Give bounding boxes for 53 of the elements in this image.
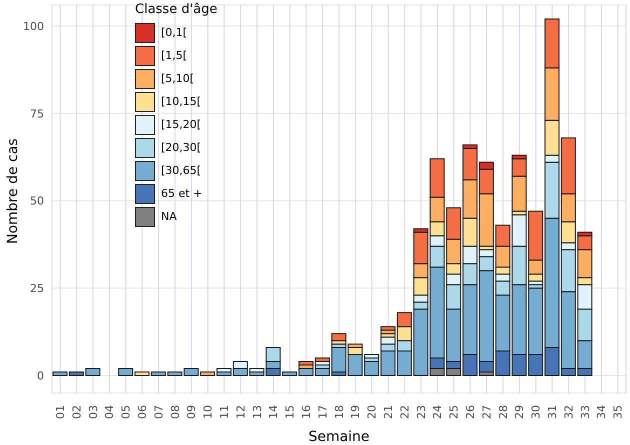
x-tick-label: 05 [120, 405, 133, 419]
x-tick-label: 10 [202, 405, 215, 419]
x-tick-label: 07 [152, 405, 166, 419]
x-tick-label: 04 [103, 405, 116, 419]
x-tick-label: 16 [300, 405, 314, 419]
x-tick-label: 27 [480, 405, 494, 419]
x-tick-label: 09 [185, 405, 198, 419]
legend-label: [1,5[ [161, 49, 188, 62]
x-tick-label: 01 [54, 405, 68, 419]
x-tick-label: 25 [448, 405, 461, 419]
x-tick-label: 06 [136, 405, 150, 419]
legend-label: [0,1[ [161, 26, 188, 39]
x-tick-label: 12 [234, 405, 248, 419]
x-tick-label: 34 [595, 405, 608, 419]
x-tick-label: 18 [332, 405, 346, 419]
legend-label: [20,30[ [161, 141, 202, 154]
legend-title: Classe d'âge [135, 2, 218, 17]
y-tick-label: 50 [30, 194, 44, 208]
x-tick-label: 14 [267, 405, 280, 419]
x-tick-label: 17 [316, 405, 330, 419]
x-tick-label: 22 [398, 405, 412, 419]
x-tick-label: 08 [168, 405, 182, 419]
x-tick-label: 02 [70, 405, 84, 419]
legend-label: NA [161, 210, 177, 223]
x-tick-label: 11 [218, 405, 232, 419]
x-tick-label: 15 [284, 405, 297, 419]
x-tick-label: 35 [612, 405, 625, 419]
legend-label: 65 et + [161, 187, 202, 200]
legend-label: [15,20[ [161, 118, 202, 131]
legend-label: [30,65[ [161, 164, 202, 177]
x-tick-label: 29 [513, 405, 526, 419]
x-tick-label: 33 [578, 405, 592, 419]
x-axis-title: Semaine [308, 429, 370, 445]
legend-label: [5,10[ [161, 72, 194, 85]
x-tick-label: 23 [414, 405, 428, 419]
legend-label: [10,15[ [161, 95, 202, 108]
y-tick-label: 25 [30, 282, 44, 296]
y-axis-title: Nombre de cas [4, 138, 21, 244]
bar [331, 333, 346, 342]
x-tick-label: 30 [530, 405, 543, 419]
y-tick-label: 100 [23, 20, 44, 33]
x-tick-label: 03 [86, 405, 100, 419]
y-tick-label: 75 [30, 107, 44, 120]
x-tick-label: 20 [366, 405, 379, 419]
y-tick-label: 0 [37, 369, 44, 382]
x-tick-label: 19 [349, 405, 362, 419]
x-tick-label: 21 [382, 405, 396, 419]
x-tick-label: 32 [562, 405, 576, 419]
x-tick-label: 24 [431, 405, 444, 419]
x-tick-label: 28 [496, 405, 510, 419]
x-tick-label: 26 [464, 405, 478, 419]
x-tick-label: 31 [546, 405, 560, 419]
x-tick-label: 13 [250, 405, 264, 419]
